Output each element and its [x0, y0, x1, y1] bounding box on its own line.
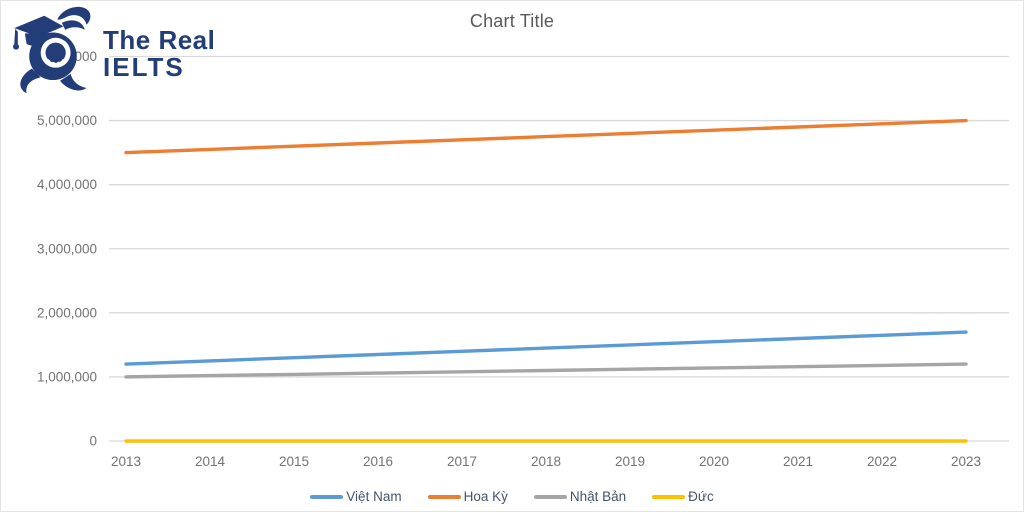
x-tick-label: 2020 — [699, 454, 729, 469]
legend-item-hoa-kỳ: Hoa Kỳ — [427, 489, 508, 504]
y-tick-label: 3,000,000 — [37, 241, 97, 256]
legend-item-nhật-bản: Nhật Bản — [533, 489, 627, 504]
x-tick-label: 2013 — [111, 454, 141, 469]
legend-item-đức: Đức — [652, 489, 714, 504]
x-tick-label: 2018 — [531, 454, 561, 469]
logo-text-line1: The Real — [103, 25, 216, 55]
legend-label: Đức — [688, 489, 714, 504]
x-tick-label: 2019 — [615, 454, 645, 469]
rabbit-mascot-icon — [13, 6, 91, 94]
legend-item-việt-nam: Việt Nam — [310, 489, 402, 504]
x-axis-tick-labels: 2013 2014 2015 2016 2017 2018 2019 2020 2021 2022… — [111, 454, 981, 469]
x-tick-label: 2015 — [279, 454, 309, 469]
legend-label: Nhật Bản — [569, 489, 627, 504]
x-tick-label: 2017 — [447, 454, 477, 469]
chart-legend: Việt Nam Hoa Kỳ Nhật Bản Đức — [1, 489, 1023, 504]
series-line-hoa-kỳ — [124, 118, 968, 155]
x-tick-label: 2014 — [195, 454, 226, 469]
x-tick-label: 2023 — [951, 454, 981, 469]
legend-swatch — [533, 494, 567, 499]
series-line-nhật-bản — [124, 362, 968, 379]
y-tick-label: 4,000,000 — [37, 177, 97, 192]
legend-swatch — [310, 494, 344, 499]
legend-swatch — [427, 494, 461, 499]
the-real-ielts-logo: The Real IELTS — [9, 5, 215, 97]
y-tick-label: 1,000,000 — [37, 369, 97, 384]
x-tick-label: 2021 — [783, 454, 813, 469]
legend-swatch — [652, 494, 686, 499]
x-tick-label: 2022 — [867, 454, 897, 469]
legend-label: Hoa Kỳ — [463, 489, 508, 504]
series-lines — [124, 118, 968, 443]
y-tick-label: 0 — [89, 434, 97, 449]
gridlines — [109, 55, 1009, 442]
chart-title: Chart Title — [469, 11, 555, 31]
x-tick-label: 2016 — [363, 454, 393, 469]
logo-text-line2: IELTS — [103, 52, 185, 83]
series-line-việt-nam — [124, 330, 968, 366]
y-tick-label: 2,000,000 — [37, 305, 97, 320]
y-tick-label: 5,000,000 — [37, 113, 97, 128]
y-axis-tick-labels: 0 1,000,000 2,000,000 3,000,000 4,000,000 5,0… — [37, 49, 97, 449]
legend-label: Việt Nam — [346, 489, 402, 504]
